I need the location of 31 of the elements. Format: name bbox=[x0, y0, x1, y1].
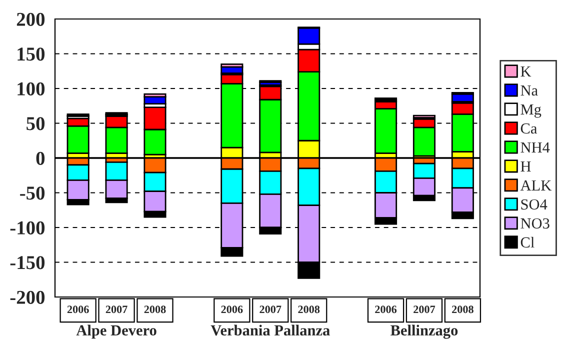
y-tick-label: -150 bbox=[10, 256, 45, 270]
x-tick-label: 2006 bbox=[67, 306, 89, 314]
legend-label: Cl bbox=[520, 236, 534, 248]
x-tick-label: 2006 bbox=[221, 306, 243, 314]
x-tick-label: 2007 bbox=[106, 306, 128, 314]
x-tick-label: 2007 bbox=[414, 306, 436, 314]
legend-label: NH4 bbox=[520, 142, 550, 152]
text: Bellinzago bbox=[390, 324, 458, 339]
legend-label: Mg bbox=[520, 104, 542, 118]
y-tick-label: 50 bbox=[26, 117, 45, 130]
text: Verbania Pallanza bbox=[210, 324, 330, 336]
y-tick-label: 200 bbox=[16, 12, 45, 26]
legend-label: ALK bbox=[520, 180, 552, 190]
legend-label: H bbox=[520, 161, 531, 172]
y-tick-label: -50 bbox=[20, 186, 45, 200]
legend-label: Na bbox=[520, 85, 538, 96]
legend-label: NO3 bbox=[520, 218, 550, 229]
legend-label: SO4 bbox=[521, 199, 548, 210]
y-tick-label: 100 bbox=[18, 82, 45, 96]
y-tick-label: -200 bbox=[10, 290, 45, 304]
legend-label: Ca bbox=[520, 123, 538, 134]
x-tick-label: 2007 bbox=[260, 306, 282, 314]
x-tick-label: 2008 bbox=[298, 306, 320, 314]
x-tick-label: 2008 bbox=[144, 306, 166, 314]
y-tick-label: 0 bbox=[36, 152, 45, 165]
y-tick-label: -100 bbox=[10, 221, 45, 234]
y-tick-label: 150 bbox=[18, 48, 45, 61]
legend-label: K bbox=[520, 66, 532, 76]
x-tick-label: 2008 bbox=[452, 306, 474, 314]
x-tick-label: 2006 bbox=[375, 306, 397, 314]
text: Alpe Devero bbox=[76, 324, 156, 339]
